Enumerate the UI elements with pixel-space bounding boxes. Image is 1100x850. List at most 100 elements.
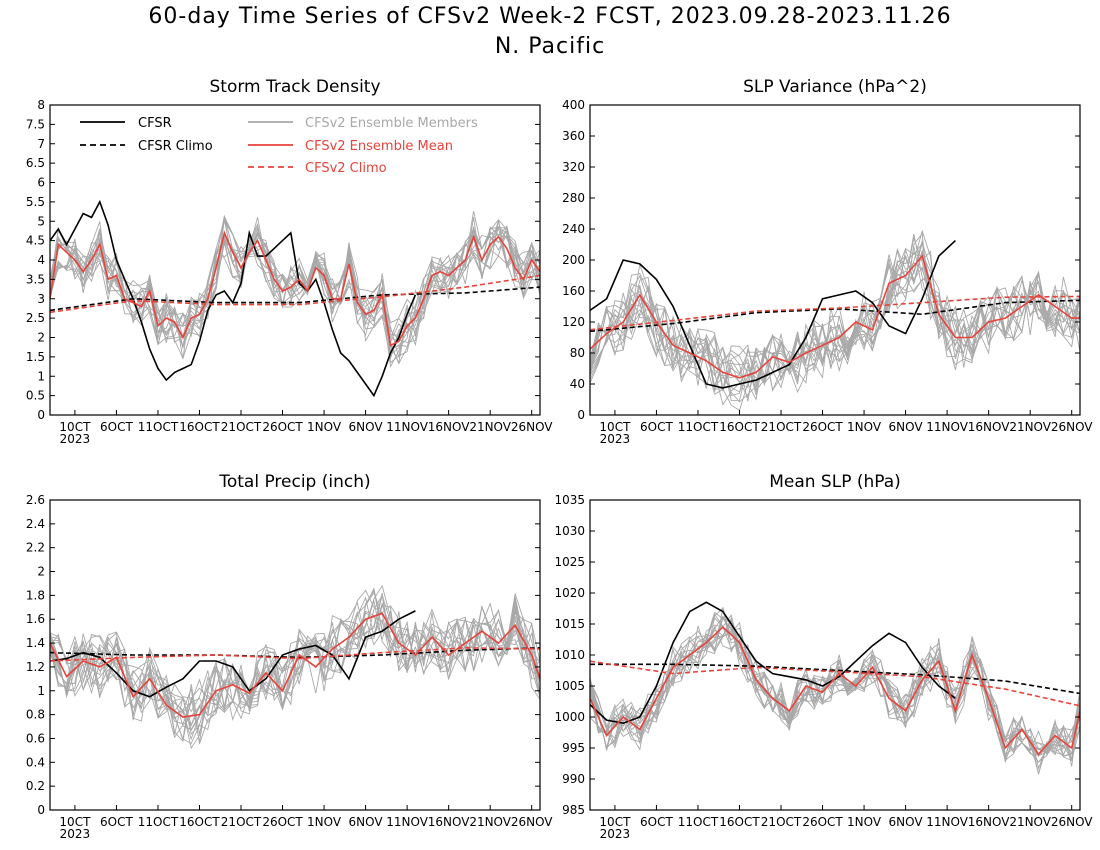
x-tick-label: 21NOV [469,420,511,434]
plot-frame [49,499,541,811]
y-tick-label: 0 [37,803,45,817]
x-tick-label: 11NOV [386,420,428,434]
x-tick-label: 16NOV [968,420,1010,434]
cfsr-climo-line [50,647,540,659]
x-tick-label: 21NOV [469,815,511,829]
cfsv2-climo-line [590,295,1080,331]
y-tick-label: 1025 [554,555,585,569]
ensemble-member-line [590,252,1080,394]
ensemble-member-line [50,234,540,356]
plot-area [50,584,540,750]
x-tick-label: 16OCT [719,815,760,829]
cfsv2-climo-line [50,646,540,662]
cfsr-line [50,199,417,398]
x-tick-label: 26OCT [802,420,843,434]
y-tick-label: 1030 [554,524,585,538]
x-tick-label: 21NOV [1009,815,1051,829]
x-tick-label: 21NOV [1009,420,1051,434]
ensemble-member-line [590,616,1080,770]
x-tick-label: 10CT [59,815,91,829]
ensemble-mean-line [50,230,540,347]
y-tick-label: 0.5 [26,389,45,403]
x-tick-label: 6OCT [640,815,673,829]
y-tick-label: 1.6 [26,612,45,626]
ensemble-member-line [590,241,1080,399]
legend-label: CFSv2 Ensemble Mean [305,139,453,154]
panel-title: SLP Variance (hPa^2) [743,77,927,97]
plot-frame [589,499,1081,811]
x-tick-label: 16NOV [968,815,1010,829]
panel-2: SLP Variance (hPa^2) 0 40 80 120 160 200 240 280… [562,77,1093,446]
ensemble-member-line [590,236,1080,402]
x-tick-label: 11NOV [386,815,428,829]
cfsv2-climo-line [50,274,540,314]
y-tick-label: 995 [562,741,585,755]
x-tick-label: 26OCT [262,420,303,434]
x-tick-label: 16OCT [179,815,220,829]
y-tick-label: 40 [570,377,585,391]
y-tick-label: 7.5 [26,117,45,131]
x-year-label: 2023 [60,432,91,446]
y-tick-label: 3 [37,292,45,306]
legend-label: CFSv2 Ensemble Members [305,116,478,131]
ensemble-member-line [590,233,1080,402]
legend-label: CFSv2 Climo [305,161,387,176]
x-tick-label: 26OCT [802,815,843,829]
y-tick-label: 1.2 [26,660,45,674]
x-tick-label: 21OCT [221,420,262,434]
y-tick-label: 0.2 [26,779,45,793]
cfsr-climo-line [50,286,540,312]
x-tick-label: 16NOV [428,420,470,434]
x-tick-label: 6NOV [349,420,384,434]
x-tick-label: 26NOV [1051,420,1093,434]
ensemble-member-line [590,615,1080,757]
y-tick-label: 1020 [554,586,585,600]
y-tick-label: 3.5 [26,272,45,286]
y-tick-label: 0.4 [26,755,45,769]
panel-4: Mean SLP (hPa) 985 990 995 1000 1005 1010 1015 1… [554,472,1093,841]
x-tick-label: 26NOV [511,420,553,434]
panel-1: Storm Track Density 0 0.5 1 1.5 2 2.5 3 3.5 4 4.5 5… [26,77,553,446]
ensemble-mean-line [590,254,1080,379]
y-tick-label: 5 [37,214,45,228]
x-tick-label: 10CT [599,815,631,829]
y-tick-label: 280 [562,191,585,205]
y-tick-label: 2.5 [26,311,45,325]
cfsr-line [590,601,956,725]
cfsr-climo-line [590,299,1080,333]
y-tick-label: 80 [570,346,585,360]
ensemble-mean-line [590,626,1080,756]
y-tick-label: 7 [37,137,45,151]
x-tick-label: 11NOV [926,815,968,829]
y-tick-label: 0 [577,408,585,422]
x-tick-label: 26NOV [511,815,553,829]
y-tick-label: 360 [562,129,585,143]
ensemble-member-line [50,601,540,750]
ensemble-member-line [50,587,540,735]
y-tick-label: 5.5 [26,195,45,209]
y-tick-label: 4.5 [26,234,45,248]
x-year-label: 2023 [600,827,631,841]
panel-title: Total Precip (inch) [218,472,370,492]
x-year-label: 2023 [600,432,631,446]
y-tick-label: 1010 [554,648,585,662]
cfsr-line [590,240,956,389]
cfsr-climo-line [590,663,1080,695]
y-tick-label: 1 [37,684,45,698]
y-tick-label: 985 [562,803,585,817]
x-tick-label: 6NOV [349,815,384,829]
y-tick-label: 0.6 [26,731,45,745]
y-tick-label: 2.6 [26,493,45,507]
ensemble-member-line [590,240,1080,391]
y-tick-label: 2 [37,565,45,579]
y-tick-label: 2 [37,331,45,345]
x-tick-label: 11NOV [926,420,968,434]
plot-frame [589,104,1081,416]
y-tick-label: 4 [37,253,45,267]
x-tick-label: 26NOV [1051,815,1093,829]
x-tick-label: 1NOV [307,815,342,829]
y-tick-label: 0.8 [26,708,45,722]
cfsr-line [50,610,416,698]
y-tick-label: 320 [562,160,585,174]
y-tick-label: 1.5 [26,350,45,364]
